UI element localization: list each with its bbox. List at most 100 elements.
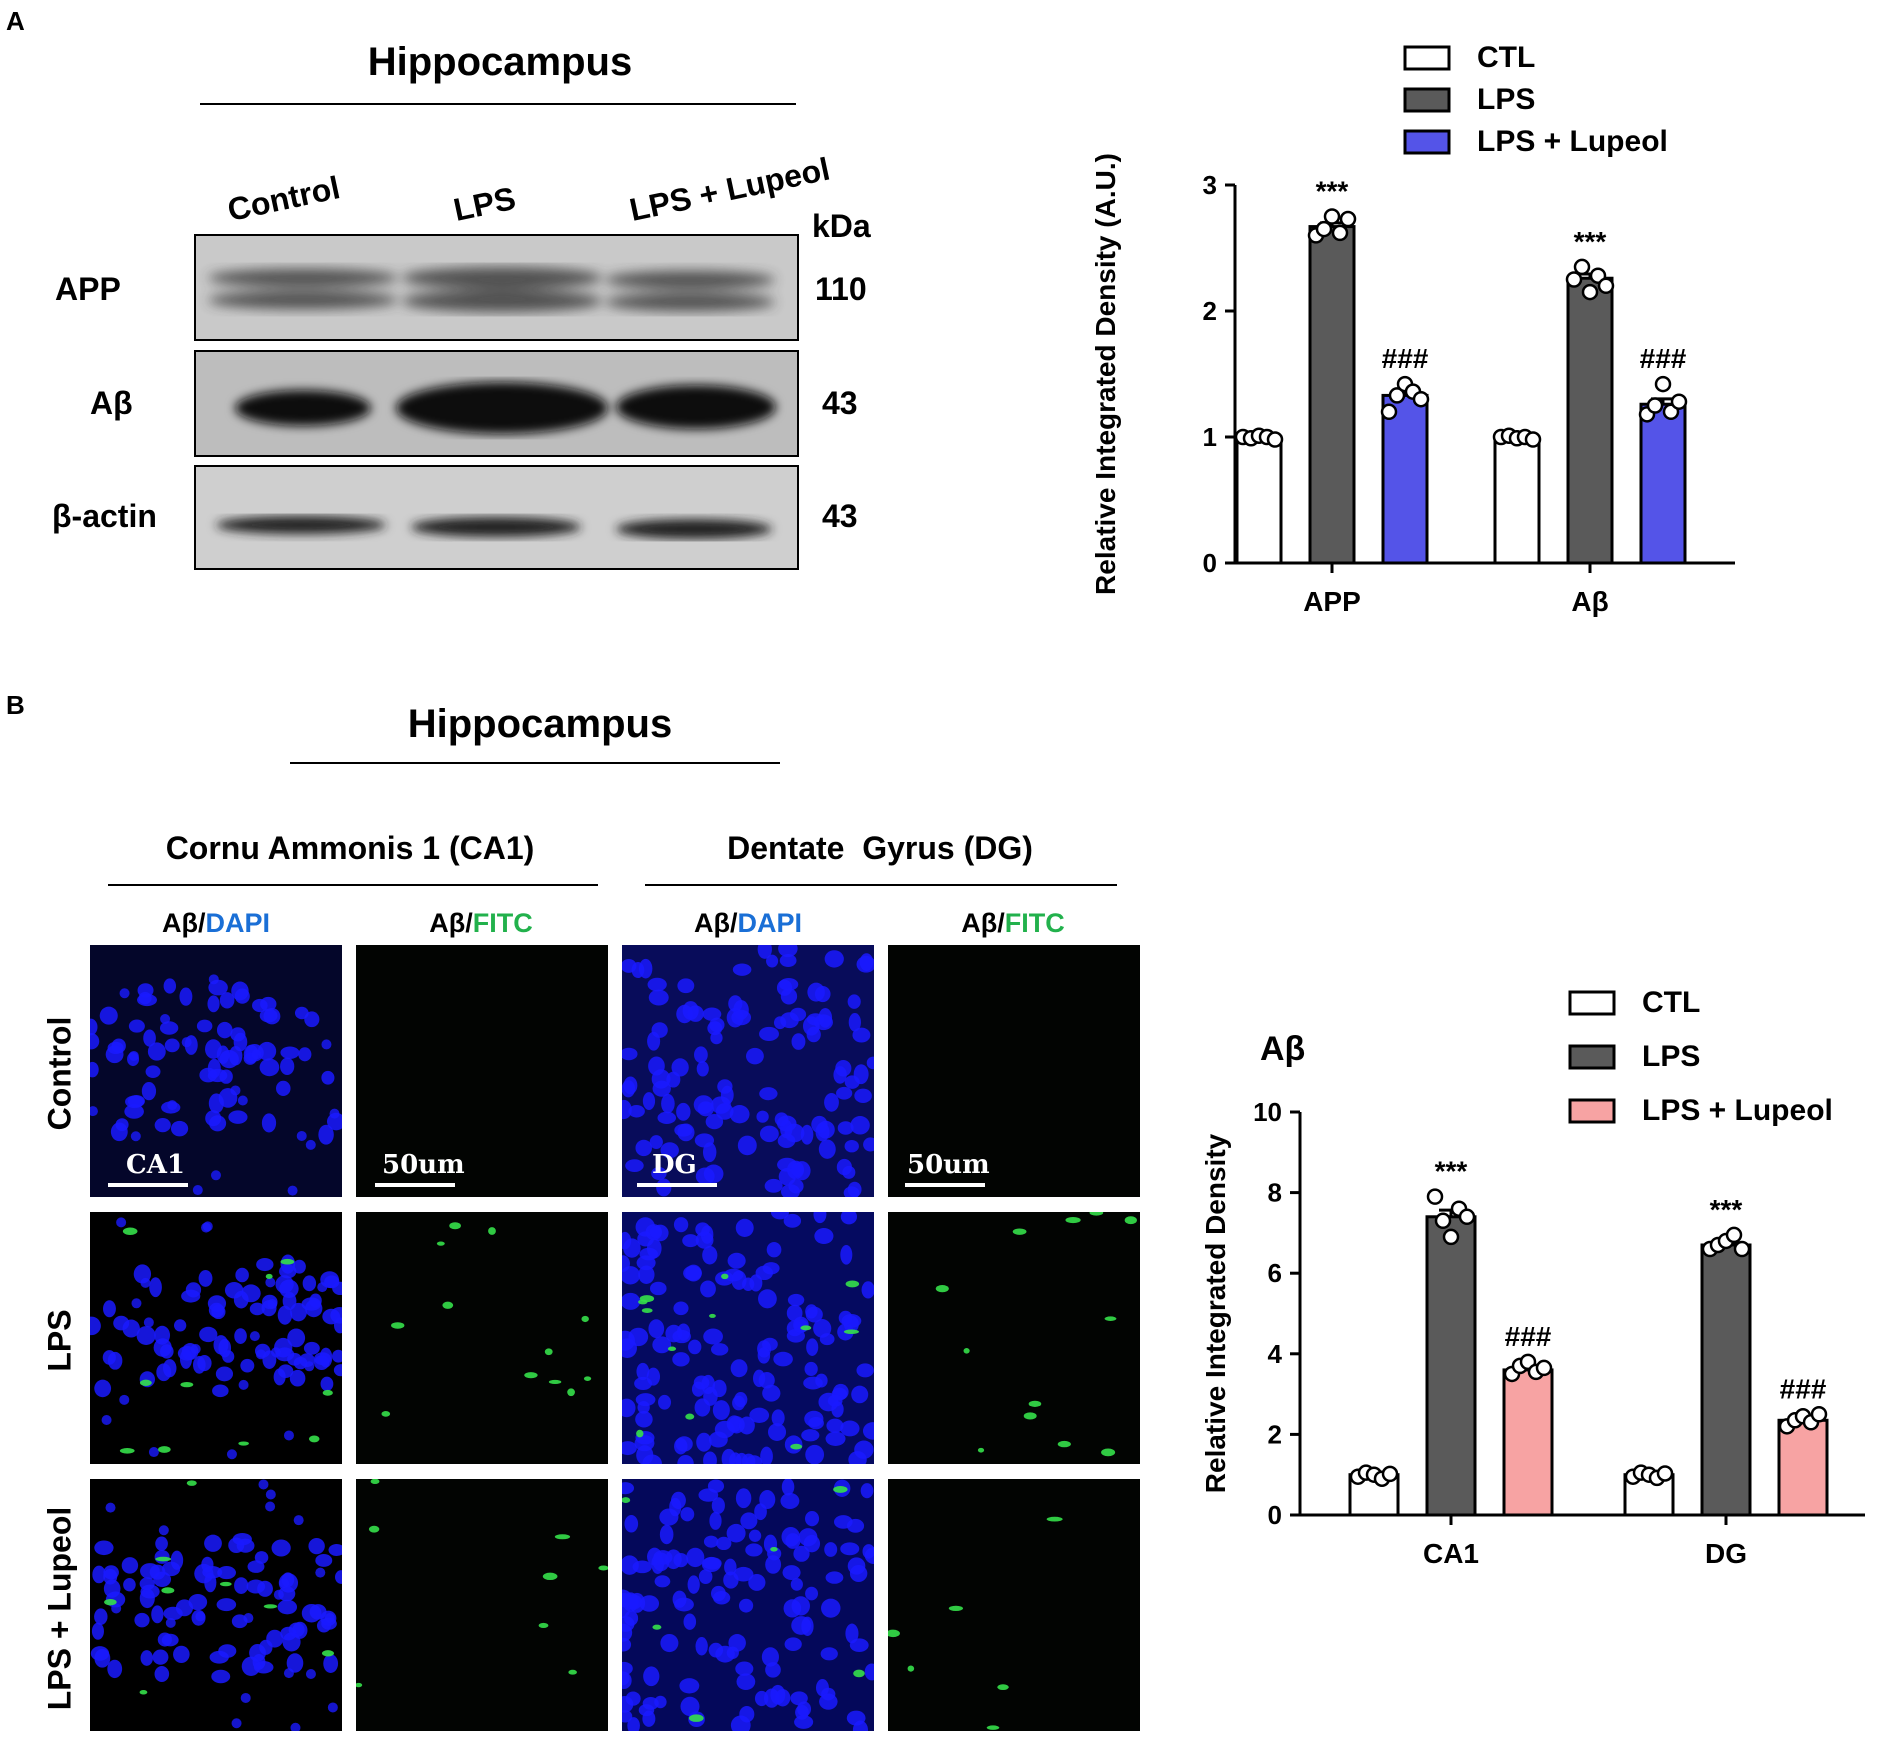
nucleus: [666, 1071, 681, 1088]
nucleus: [258, 1479, 269, 1490]
panel-a-title-rule: [200, 103, 796, 105]
nucleus: [122, 1319, 140, 1338]
nucleus: [255, 1349, 266, 1360]
stain-prefix: Aβ/: [429, 908, 473, 938]
panel-b-title: Hippocampus: [407, 702, 673, 746]
nucleus: [624, 1515, 639, 1533]
nucleus: [749, 1407, 770, 1423]
nucleus: [303, 1341, 320, 1355]
nucleus: [333, 1364, 342, 1377]
legend-label: LPS + Lupeol: [1477, 125, 1668, 158]
nucleus: [304, 1361, 315, 1372]
nucleus: [726, 1523, 746, 1543]
nucleus: [99, 1006, 118, 1025]
nucleus: [90, 1106, 98, 1117]
bar-lps-lupeol: [1381, 393, 1429, 565]
nucleus: [778, 1167, 796, 1186]
abeta-deposit: [948, 1605, 964, 1611]
nucleus: [733, 1566, 754, 1582]
significance-marker: ###: [1640, 343, 1687, 374]
data-point: [1381, 1465, 1399, 1483]
nucleus: [863, 1137, 874, 1152]
nucleus: [735, 1218, 754, 1237]
nucleus: [702, 1007, 722, 1021]
nucleus: [649, 1225, 662, 1239]
nucleus: [680, 1696, 700, 1717]
nucleus: [107, 1659, 123, 1679]
nucleus: [775, 1689, 791, 1707]
nucleus: [659, 1508, 679, 1526]
nucleus: [642, 1092, 656, 1110]
nucleus: [735, 1661, 754, 1676]
nucleus: [622, 1266, 641, 1285]
nucleus: [677, 1455, 694, 1464]
nucleus: [672, 1590, 687, 1608]
nucleus: [679, 1678, 700, 1694]
nucleus: [324, 1612, 335, 1623]
nucleus: [213, 1335, 229, 1355]
nucleus: [265, 1277, 276, 1288]
nucleus: [198, 1270, 213, 1287]
nucleus: [283, 1668, 294, 1679]
nucleus: [818, 1139, 836, 1159]
nucleus: [231, 981, 249, 1001]
nucleus: [728, 1634, 746, 1652]
nucleus: [710, 1096, 731, 1114]
blot-beta-actin: [194, 465, 799, 570]
legend-label: LPS: [1477, 83, 1535, 116]
nucleus: [639, 1595, 660, 1612]
legend-label: LPS + Lupeol: [1642, 1094, 1833, 1127]
blot-label-abeta: Aβ: [90, 385, 133, 421]
blot-label-beta-actin: β-actin: [52, 498, 157, 534]
bar-lps: [1566, 276, 1614, 565]
nucleus: [625, 1159, 644, 1172]
nucleus: [280, 1057, 295, 1076]
nucleus: [658, 1394, 672, 1410]
nucleus: [253, 1660, 274, 1674]
micro-lps-ca1-dapi: [90, 1212, 342, 1464]
scale-bar: [905, 1183, 985, 1187]
nucleus: [683, 1613, 697, 1630]
nucleus: [805, 1444, 825, 1464]
abeta-deposit: [1124, 1216, 1137, 1225]
nucleus: [259, 1058, 280, 1077]
nucleus: [656, 1178, 672, 1197]
nucleus: [793, 1316, 809, 1334]
micro-control-dg-fitc: [888, 945, 1140, 1197]
nucleus: [693, 1375, 710, 1390]
nucleus: [745, 1047, 764, 1065]
row-label-control: Control: [41, 1016, 78, 1131]
nucleus: [836, 1158, 852, 1176]
nucleus: [709, 1511, 722, 1530]
nucleus: [687, 1575, 700, 1594]
blot-app: [194, 234, 799, 341]
nucleus: [622, 1338, 637, 1358]
nucleus: [240, 1358, 255, 1373]
abeta-deposit: [265, 1273, 273, 1279]
nucleus: [717, 1079, 733, 1094]
nucleus: [202, 1221, 213, 1232]
nucleus: [635, 1139, 653, 1157]
micro-lps-dg-dapi: [622, 1212, 874, 1464]
nucleus: [130, 1131, 141, 1142]
nucleus: [197, 1354, 212, 1372]
abeta-deposit: [356, 1682, 363, 1688]
nucleus: [159, 1021, 179, 1035]
nucleus: [840, 1244, 853, 1265]
nucleus: [844, 1075, 860, 1089]
stain-header-dg-dapi: Aβ/DAPI: [622, 908, 874, 939]
micro-lupeol-ca1-fitc: [356, 1479, 608, 1731]
legend-swatch: [1568, 990, 1616, 1016]
nucleus: [687, 1005, 704, 1022]
legend-swatch: [1403, 45, 1451, 71]
nucleus: [804, 1510, 820, 1527]
nucleus: [119, 988, 130, 999]
nucleus: [659, 1524, 674, 1545]
chart-title: Aβ: [1260, 1030, 1305, 1068]
nucleus: [301, 1297, 322, 1311]
nucleus: [854, 1088, 872, 1104]
significance-marker: ***: [1574, 226, 1607, 257]
nucleus: [321, 1039, 332, 1050]
nucleus: [647, 1031, 661, 1051]
y-tick-label: 2: [1203, 296, 1217, 326]
